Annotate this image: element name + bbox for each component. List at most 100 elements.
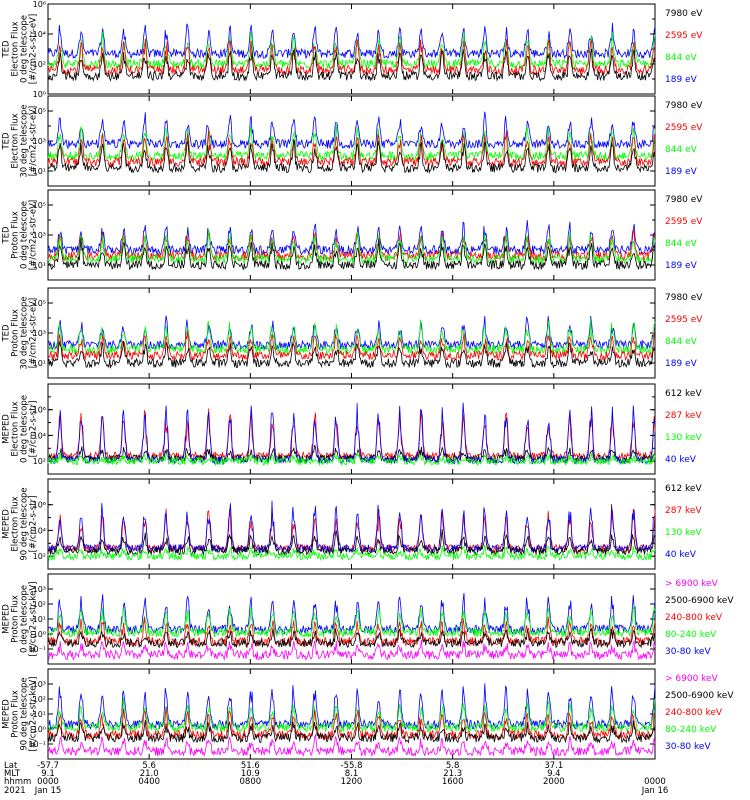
legend-entry: 2500-6900 keV (665, 596, 734, 606)
y-axis-title-line: [#/cm2-s-str-keV] (29, 582, 39, 657)
legend-entry: 7980 eV (665, 101, 703, 111)
y-axis-title-line: 0 deg telescope (20, 15, 30, 83)
series-trace (47, 706, 656, 741)
legend-entry: 2500-6900 keV (665, 691, 734, 701)
legend-entry: > 6900 keV (665, 674, 719, 684)
legend-entry: > 6900 keV (665, 579, 719, 589)
footer-mlt-value: 21.3 (443, 769, 462, 779)
series-trace (47, 544, 656, 562)
series-trace (47, 22, 656, 60)
legend-entry: 30-80 keV (665, 647, 711, 657)
legend-entry: 189 eV (665, 167, 698, 177)
y-axis-title-line: 0 deg telescope (20, 585, 30, 653)
footer-row-label: Lat (4, 761, 18, 771)
y-tick-label: 10⁴ (33, 526, 46, 535)
series-trace (47, 720, 656, 744)
series-trace (47, 230, 656, 265)
footer-hhmm-value: 1200 (341, 777, 363, 787)
footer-mlt-value: 9.4 (547, 769, 561, 779)
footer-lat-value: -57.7 (37, 761, 59, 771)
y-tick-label: 10⁻¹ (28, 645, 46, 654)
footer-lat-value: 51.6 (241, 761, 260, 771)
legend-entry: 844 eV (665, 53, 698, 63)
panel-frame (47, 573, 656, 665)
panel-7: 10⁻¹ 10⁰ 10¹ 10² 10³ MEPED Proton Flux 0 deg te… (2, 573, 734, 665)
y-axis-title-line: [#/cm2-s-str-keV] (29, 677, 39, 752)
series-trace (47, 593, 656, 636)
legend-entry: 287 keV (665, 506, 702, 516)
series-trace (47, 408, 656, 462)
legend-entry: 240-800 keV (665, 708, 723, 718)
legend-entry: 80-240 keV (665, 725, 717, 735)
y-axis-title-line: 30 deg telescope (20, 296, 30, 369)
y-axis-title-line: 90 deg telescope (20, 677, 30, 750)
legend-entry: 7980 eV (665, 9, 703, 19)
y-tick-label: 10¹ (33, 359, 46, 368)
footer-lat-value: -55.8 (341, 761, 363, 771)
series-trace (48, 315, 656, 351)
y-axis-title-line: [#/cm2-s-str-eV] (29, 106, 39, 176)
legend-entry: 2595 eV (665, 217, 703, 227)
series-trace (47, 604, 656, 639)
legend-entry: 844 eV (665, 145, 698, 155)
series-trace (47, 38, 656, 76)
footer-row-label: MLT (4, 769, 21, 779)
y-tick-label: 10¹ (33, 261, 46, 270)
y-tick-label: 10⁵ (33, 299, 46, 308)
y-tick-label: 10⁶ (33, 501, 46, 510)
series-trace (47, 31, 656, 70)
legend-entry: 40 keV (665, 455, 697, 465)
legend-entry: 30-80 keV (665, 742, 711, 752)
legend-entry: 844 eV (665, 337, 698, 347)
y-tick-label: 10⁰ (33, 630, 46, 639)
series-trace (47, 238, 656, 271)
y-axis-title-line: [#/cm2-s-str-eV] (29, 200, 39, 270)
legend-entry: 2595 eV (665, 31, 703, 41)
y-tick-label: 10² (33, 60, 46, 69)
y-tick-label: 10⁶ (33, 0, 46, 9)
series-trace (47, 330, 656, 362)
series-trace (47, 48, 656, 82)
footer-hhmm-value: 2000 (543, 777, 565, 787)
series-trace (47, 124, 656, 162)
y-tick-label: 10³ (33, 680, 46, 689)
panel-frame (47, 668, 656, 760)
y-axis-title-line: [#/cm2-s-str] (29, 401, 39, 458)
y-tick-label: 10⁵ (33, 107, 46, 116)
series-trace (47, 616, 656, 648)
y-axis-title-line: Electron Flux (11, 113, 21, 168)
y-axis-title-line: 90 deg telescope (20, 487, 30, 560)
legend-entry: 287 keV (665, 411, 702, 421)
legend-entry: 80-240 keV (665, 630, 717, 640)
y-tick-label: 10³ (33, 231, 46, 240)
series-trace (47, 129, 656, 168)
series-trace (47, 683, 656, 731)
y-axis-title-line: TED (2, 132, 12, 151)
footer-date-value: Jan 16 (641, 786, 669, 796)
panel-5: 10² 10⁴ 10⁶ MEPED Electron Flux 0 deg telesco… (2, 383, 702, 475)
legend-entry: 240-800 keV (665, 613, 723, 623)
footer-mlt-value: 9.1 (41, 769, 55, 779)
y-axis-title-line: Proton Flux (11, 595, 21, 643)
y-tick-label: 10⁰ (33, 90, 46, 99)
y-tick-label: 10¹ (33, 710, 46, 719)
legend-entry: 40 keV (665, 550, 697, 560)
footer-lat-value: 5.6 (142, 761, 156, 771)
legend-entry: 2595 eV (665, 123, 703, 133)
y-tick-label: 10² (33, 457, 46, 466)
footer-mlt-value: 8.1 (345, 769, 359, 779)
panel-8: 10⁻¹ 10⁰ 10¹ 10² 10³ MEPED Proton Flux 90 deg t… (2, 668, 734, 760)
y-axis-title-line: MEPED (2, 509, 12, 539)
series-trace (47, 452, 656, 467)
y-axis-title-line: TED (2, 324, 12, 343)
footer-hhmm-value: 0800 (240, 777, 262, 787)
legend-entry: 130 keV (665, 433, 702, 443)
legend-entry: 612 keV (665, 484, 702, 494)
panel-3: 10¹ 10³ 10⁵ TED Proton Flux 0 deg telescope [#… (2, 189, 703, 281)
panel-2: 10¹ 10³ 10⁵ TED Electron Flux 30 deg telescop… (2, 95, 703, 187)
panel-frame (47, 3, 656, 95)
y-axis-title-line: TED (2, 40, 12, 59)
y-tick-label: 10⁶ (33, 406, 46, 415)
panel-4: 10¹ 10³ 10⁵ TED Proton Flux 30 deg telescope[… (2, 287, 703, 379)
